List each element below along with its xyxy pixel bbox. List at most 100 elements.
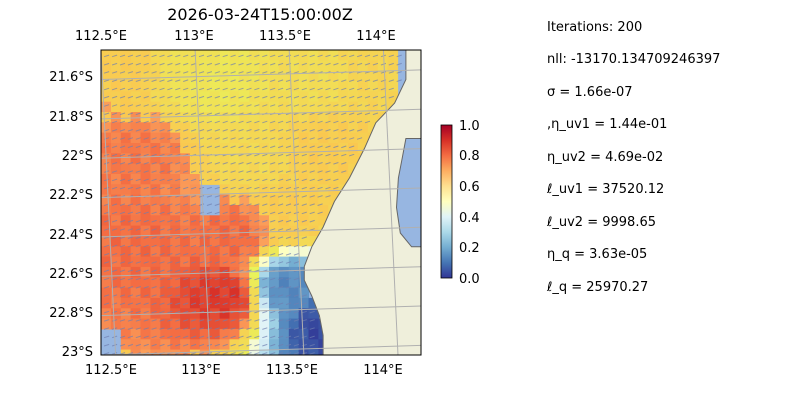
current-arrow (238, 343, 244, 347)
current-arrow (246, 87, 252, 91)
field-cell (357, 112, 369, 123)
field-cell (120, 101, 132, 113)
field-cell (308, 143, 319, 154)
field-cell (338, 60, 349, 72)
current-arrow (254, 153, 260, 157)
current-arrow (190, 145, 197, 149)
current-arrow (317, 203, 323, 206)
field-cell (239, 112, 250, 123)
field-cell (269, 143, 280, 154)
current-arrow (206, 71, 213, 74)
field-cell (199, 174, 211, 185)
current-arrow (111, 310, 118, 314)
current-arrow (135, 343, 141, 347)
field-cell (101, 194, 112, 206)
current-arrow (151, 145, 157, 149)
current-arrow (119, 71, 126, 74)
current-arrow (277, 343, 284, 347)
current-arrow (262, 79, 268, 82)
current-arrow (222, 286, 228, 289)
field-cell (298, 308, 310, 320)
current-arrow (222, 294, 228, 297)
current-arrow (317, 79, 323, 82)
field-cell (239, 360, 250, 371)
current-arrow (119, 170, 126, 173)
current-arrow (349, 145, 355, 149)
field-cell (120, 328, 132, 340)
field-cell (249, 360, 260, 371)
current-arrow (198, 170, 205, 173)
chart-title: 2026-03-24T15:00:00Z (167, 5, 353, 24)
field-cell (269, 122, 280, 134)
field-cell (180, 101, 191, 113)
x-tick-label: 112.5°E (85, 363, 137, 378)
field-cell (120, 256, 132, 268)
field-cell (239, 236, 250, 247)
current-arrow (238, 277, 244, 281)
current-arrow (254, 335, 260, 339)
current-arrow (333, 79, 339, 82)
field-cell (120, 236, 132, 247)
field-cell (150, 266, 161, 278)
field-cell (209, 246, 221, 258)
current-arrow (206, 104, 213, 107)
current-arrow (143, 211, 149, 215)
field-cell (209, 122, 221, 134)
current-arrow (103, 327, 110, 330)
current-arrow (214, 162, 220, 165)
field-cell (288, 184, 300, 196)
field-cell (219, 81, 231, 92)
field-cell (110, 184, 122, 196)
current-arrow (143, 310, 149, 314)
field-cell (140, 339, 151, 351)
field-cell (249, 236, 260, 247)
field-cell (278, 297, 290, 309)
current-arrow (270, 153, 276, 157)
current-arrow (198, 71, 205, 74)
field-cell (130, 205, 142, 216)
current-arrow (135, 95, 141, 99)
current-arrow (230, 120, 236, 124)
current-arrow (183, 211, 189, 215)
field-cell (318, 60, 329, 72)
field-cell (278, 339, 290, 351)
current-arrow (183, 71, 189, 74)
field-cell (140, 81, 151, 92)
current-arrow (349, 137, 355, 140)
current-arrow (230, 319, 236, 322)
field-cell (120, 318, 132, 330)
current-arrow (317, 211, 323, 215)
field-cell (130, 81, 142, 92)
field-cell (249, 101, 260, 113)
field-cell (101, 112, 112, 123)
current-arrow (183, 95, 189, 99)
field-cell (269, 246, 280, 258)
current-arrow (325, 87, 331, 91)
current-arrow (341, 54, 347, 58)
field-cell (308, 112, 319, 123)
field-cell (110, 122, 122, 134)
current-arrow (238, 178, 244, 182)
current-arrow (277, 228, 284, 231)
current-arrow (198, 302, 205, 306)
current-arrow (111, 62, 118, 66)
field-cell (259, 112, 270, 123)
current-arrow (127, 203, 134, 206)
current-arrow (183, 104, 189, 107)
current-arrow (254, 178, 260, 182)
current-arrow (285, 286, 292, 289)
field-cell (219, 205, 231, 216)
current-arrow (277, 261, 284, 264)
current-arrow (214, 236, 220, 239)
current-arrow (175, 319, 181, 322)
current-arrow (222, 87, 228, 91)
field-cell (140, 194, 151, 206)
current-arrow (317, 129, 323, 132)
field-cell (199, 91, 211, 103)
field-cell (259, 225, 270, 237)
current-arrow (119, 253, 126, 256)
current-arrow (262, 352, 268, 355)
stat-sigma: σ = 1.66e-07 (547, 85, 633, 100)
field-cell (377, 70, 389, 82)
current-arrow (238, 129, 244, 132)
